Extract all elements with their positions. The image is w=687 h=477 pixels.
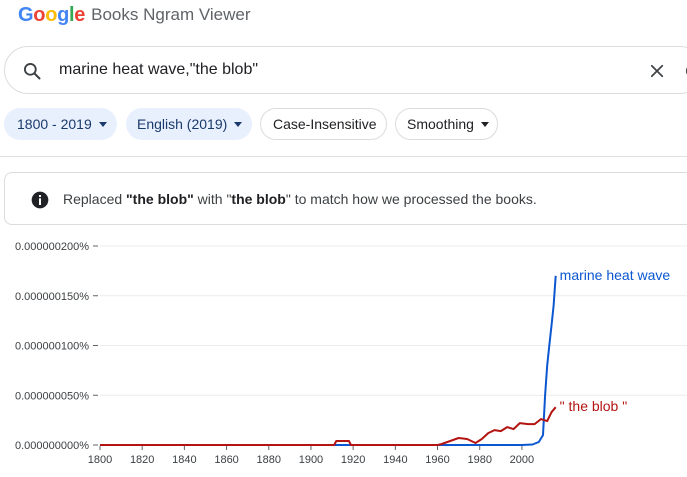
chevron-down-icon: [98, 121, 107, 127]
x-tick-label: 1860: [214, 454, 238, 466]
x-tick-label: 1940: [383, 454, 407, 466]
chevron-down-icon: [480, 121, 489, 127]
year-range-label: 1800 - 2019: [17, 116, 92, 132]
product-title: Books Ngram Viewer: [91, 5, 251, 24]
y-tick-label: 0.000000200%: [15, 241, 89, 253]
y-tick-label: 0.000000150%: [15, 291, 89, 303]
chevron-down-icon: [234, 121, 243, 127]
x-tick-label: 2000: [510, 454, 534, 466]
x-tick-label: 1800: [88, 454, 112, 466]
close-icon[interactable]: [648, 62, 666, 80]
series-label[interactable]: marine heat wave: [560, 267, 671, 283]
y-tick-label: 0.000000050%: [15, 390, 89, 402]
replacement-notice: Replaced "the blob" with "the blob" to m…: [4, 172, 687, 225]
replaced-phrase: the blob: [231, 191, 286, 207]
notice-message: Replaced "the blob" with "the blob" to m…: [63, 191, 537, 207]
smoothing-label: Smoothing: [407, 116, 474, 132]
case-insensitive-toggle[interactable]: Case-Insensitive: [260, 108, 387, 140]
corpus-label: English (2019): [137, 116, 228, 132]
series-line-marine-heat-wave[interactable]: [100, 275, 557, 446]
y-tick-label: 0.000000000%: [15, 440, 89, 452]
x-tick-label: 1880: [257, 454, 281, 466]
ngram-chart: 0.000000000% 0.000000050% 0.000000100% 0.00…: [15, 241, 687, 466]
search-input[interactable]: marine heat wave,"the blob": [59, 61, 259, 78]
x-tick-label: 1960: [425, 454, 449, 466]
corpus-dropdown[interactable]: English (2019): [126, 108, 252, 140]
section-divider: [0, 156, 687, 157]
search-icon[interactable]: [22, 61, 42, 81]
info-icon: [31, 191, 49, 209]
search-box[interactable]: marine heat wave,"the blob": [4, 46, 687, 94]
app-header: Google Books Ngram Viewer: [18, 4, 250, 26]
y-tick-label: 0.000000100%: [15, 341, 89, 353]
series-label[interactable]: " the blob ": [560, 398, 628, 414]
original-phrase: "the blob": [126, 191, 194, 207]
x-tick-label: 1840: [172, 454, 196, 466]
year-range-dropdown[interactable]: 1800 - 2019: [4, 108, 117, 140]
x-tick-label: 1920: [341, 454, 365, 466]
x-tick-label: 1820: [130, 454, 154, 466]
google-logo[interactable]: Google: [18, 3, 86, 26]
x-tick-label: 1900: [299, 454, 323, 466]
x-tick-label: 1980: [467, 454, 491, 466]
case-insensitive-label: Case-Insensitive: [273, 116, 377, 132]
smoothing-dropdown[interactable]: Smoothing: [395, 108, 498, 140]
series-line-the-blob[interactable]: [100, 406, 557, 446]
